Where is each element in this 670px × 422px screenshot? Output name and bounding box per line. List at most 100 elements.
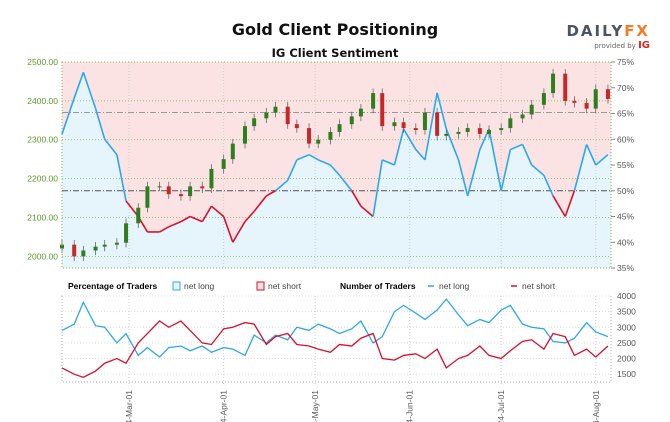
net-long-pct-segment [210,205,225,218]
pct-tick-label: 35% [617,263,634,273]
net-long-pct-segment [94,108,106,140]
candle-body [349,116,354,125]
net-long-pct-segment [381,159,395,166]
net-long-pct-segment [265,190,276,197]
net-long-pct-segment [116,154,127,202]
net-long-pct-segment [61,97,75,135]
net-long-pct-segment [125,200,139,217]
candle-body [157,186,162,188]
net-long-pct-segment [329,164,341,176]
legend-pct-title: Percentage of Traders [68,281,158,291]
legend-num-short: net short [522,281,556,291]
candle-body [328,131,333,140]
chart-title: Gold Client Positioning [231,20,439,39]
net-long-pct-segment [201,205,213,223]
net-long-pct-segment [296,153,310,161]
pct-tick-label: 75% [617,57,634,67]
candle-body [520,114,525,119]
candle-body [60,244,64,249]
net-long-pct-segment [543,174,554,197]
candle-body [178,194,183,197]
candle-body [358,108,363,117]
pct-tick-label: 40% [617,237,634,247]
candle-body [477,128,482,134]
candle-body [572,100,577,103]
logo-accent: FX [624,22,650,40]
pct-tick-label: 65% [617,109,634,119]
candle-body [392,122,397,127]
logo-ig: IG [638,40,650,51]
candle-body [593,89,598,109]
candle-body [337,124,342,132]
count-tick-label: 2500 [617,338,636,348]
date-tick-label: 2024-Jul-01 [496,390,506,422]
net-long-pct-segment [232,221,246,243]
net-long-pct-segment [244,210,255,223]
net-long-pct-segment [180,215,191,223]
candle-body [465,128,470,132]
date-tick-label: 2024-May-01 [310,390,320,422]
count-tick-label: 2000 [617,354,636,364]
net-short-count-line [61,320,609,379]
net-long-pct-segment [531,164,545,176]
date-tick-label: 2024-Jun-01 [405,390,415,422]
legend-num-long: net long [439,281,470,291]
net-long-pct-segment [159,226,170,233]
candle-body [422,112,427,131]
legend-pct-long-swatch [172,281,181,291]
net-long-pct-segment [415,149,426,161]
pct-tick-label: 55% [617,160,634,170]
candle-body [508,118,513,129]
candle-body [487,130,491,134]
net-long-pct-segment [351,190,362,207]
pct-tick-label: 50% [617,186,634,196]
net-long-pct-segment [552,195,566,217]
net-long-pct-segment [564,190,576,217]
legend-pct-long: net long [184,281,215,291]
net-long-pct-segment [222,216,234,243]
net-long-pct-segment [424,92,438,160]
candle-body [316,139,321,144]
candle-body [243,126,247,144]
candle-body [102,244,107,247]
net-long-pct-segment [500,149,512,191]
candle-body [294,124,299,129]
net-long-pct-segment [436,92,448,130]
candle-body [273,106,278,113]
candle-body [209,168,214,189]
legend-pct-short-swatch [256,281,265,291]
net-long-area [62,72,611,268]
count-tick-label: 3500 [617,307,636,317]
candle-body [114,242,119,245]
candle-body [529,104,534,115]
price-tick-label: 2300.00 [27,135,58,145]
candle-body [136,207,141,224]
candle-body [499,128,504,131]
candle-body [81,250,86,257]
candle-body [380,93,385,127]
net-long-pct-segment [510,143,523,151]
price-tick-label: 2500.00 [27,57,58,67]
net-long-pct-segment [466,149,481,197]
candle-body [72,244,77,257]
candle-body [541,93,546,105]
candle-body [444,133,449,136]
net-long-pct-segment [457,159,469,197]
net-long-pct-segment [445,128,460,161]
net-long-pct-segment [372,159,384,217]
candle-body [563,73,568,101]
candle-body [605,89,610,99]
price-tick-label: 2200.00 [27,174,58,184]
net-long-pct-segment [317,159,331,166]
net-long-pct-segment [521,144,533,166]
count-tick-label: 1500 [617,369,636,379]
candle-body [285,106,290,125]
net-long-pct-segment [274,179,289,192]
pct-tick-label: 70% [617,83,634,93]
candle-body [413,128,418,131]
bottom-plot-frame [61,295,612,383]
count-tick-label: 4000 [617,291,636,301]
count-tick-label: 3000 [617,322,636,332]
net-long-pct-segment [338,174,353,192]
